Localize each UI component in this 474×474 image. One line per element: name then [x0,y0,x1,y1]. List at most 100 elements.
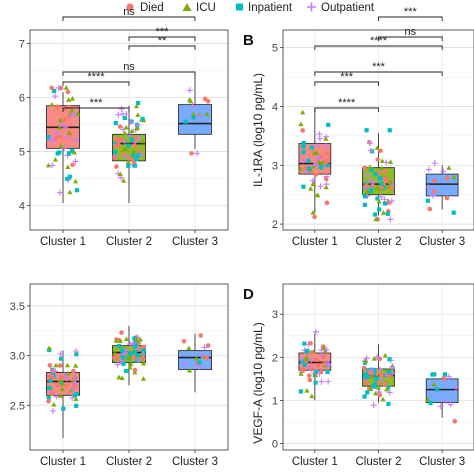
box-1 [298,328,332,401]
data-point-outpatient [325,378,332,385]
data-point-icu [125,159,131,164]
data-point-outpatient [314,141,321,148]
data-point-died [121,152,127,157]
significance-bracket: *** [314,71,379,86]
data-point-outpatient [182,361,189,368]
data-point-icu [57,377,63,382]
data-point-outpatient [121,138,128,145]
data-point-died [55,382,61,387]
data-point-inpatient [377,207,382,212]
data-point-inpatient [386,385,391,390]
data-point-died [205,343,211,348]
data-point-died [114,143,120,149]
outpatient-marker-icon [307,2,316,12]
data-point-outpatient [72,347,79,354]
data-point-died [432,178,437,184]
data-point-died [53,135,59,141]
significance-label: ns [405,26,417,38]
panel-a: 4 5 6 7 Cluster 1 Cluster 2 Cluster 3 *** ns *** [19,26,229,248]
legend-label-icu: ICU [196,2,216,14]
data-point-icu [364,189,370,194]
data-point-icu [52,156,59,162]
legend-item-inpatient: Inpatient [236,2,293,14]
data-point-outpatient [54,130,61,137]
data-point-icu [122,130,128,136]
data-point-outpatient [201,344,208,351]
significance-bracket: ns [62,61,196,76]
data-point-died [49,374,55,380]
data-point-icu [123,146,129,151]
data-point-outpatient [135,357,142,364]
data-point-outpatient [312,162,319,169]
data-point-outpatient [375,389,382,396]
data-point-died [313,172,319,177]
data-point-icu [70,377,76,383]
data-point-icu [323,136,329,141]
data-point-outpatient [367,140,374,147]
data-point-icu [140,360,147,366]
x-tick-label: Cluster 2 [106,236,152,248]
data-point-icu [311,181,317,187]
x-tick-label: Cluster 3 [419,456,465,468]
significance-bracket: ** [128,35,196,50]
data-point-outpatient [127,119,134,126]
data-point-icu [431,381,437,387]
data-point-outpatient [135,345,142,352]
data-point-died [49,391,55,397]
data-point-icu [73,396,79,402]
data-point-icu [75,111,81,116]
significance-bracket: *** [62,97,130,112]
data-point-died [307,377,313,383]
data-point-icu [298,121,304,127]
box-2 [112,100,147,203]
data-point-outpatient [140,351,147,358]
panel-letter-b: B [243,32,254,49]
data-point-died [365,381,370,386]
data-point-inpatient [306,158,311,163]
data-point-inpatient [116,343,122,349]
y-tick-label: 3.5 [10,301,25,313]
data-point-outpatient [300,157,307,164]
x-tick-label: Cluster 1 [40,456,86,468]
data-point-icu [140,138,146,144]
data-point-icu [186,345,192,351]
data-point-inpatient [74,403,79,408]
data-point-died [441,376,447,381]
data-point-outpatient [376,366,383,373]
legend-label-outpatient: Outpatient [321,2,375,14]
data-point-icu [204,111,210,117]
significance-bracket: *** [128,26,196,41]
y-tick-label: 6 [19,93,25,105]
data-point-outpatient [440,168,447,175]
data-point-died [70,162,75,168]
data-point-outpatient [138,151,145,158]
data-point-outpatient [58,121,65,128]
data-point-icu [133,103,140,109]
x-tick-label: Cluster 3 [172,236,218,248]
bracket-line [314,81,379,86]
significance-label: *** [90,97,104,109]
data-point-outpatient [114,361,121,368]
icu-marker-icon [182,3,192,11]
data-point-outpatient [318,378,325,385]
data-point-icu [311,163,317,169]
data-point-inpatient [373,171,378,177]
data-point-outpatient [389,363,396,370]
x-tick-label: Cluster 2 [355,236,401,248]
data-point-died [302,165,308,171]
data-point-died [388,185,394,191]
data-point-died [115,353,120,358]
data-point-inpatient [133,344,138,349]
bracket-line [378,36,443,41]
data-point-died [300,368,305,373]
data-point-died [58,134,63,140]
data-point-icu [60,381,66,386]
data-point-died [370,183,376,189]
data-point-outpatient [389,181,396,188]
data-point-died [132,367,138,373]
data-point-outpatient [437,403,444,410]
data-point-died [198,333,204,338]
data-point-outpatient [55,84,62,91]
data-point-died [384,178,390,184]
